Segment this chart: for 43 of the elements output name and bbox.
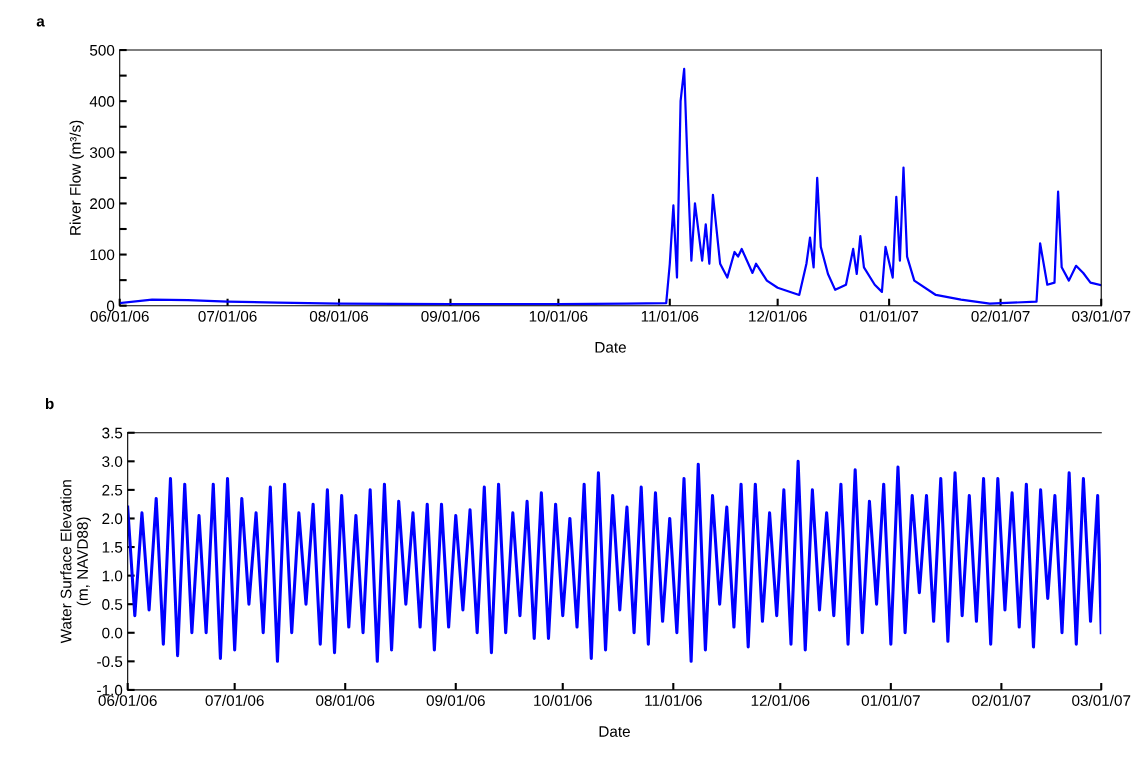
x-tick-label: 01/01/07 — [859, 310, 919, 322]
y-axis-title: River Flow (m³/s) — [69, 120, 84, 235]
y-tick-label: 3.5 — [102, 427, 123, 439]
x-tick-label: 07/01/06 — [198, 310, 257, 322]
y-tick-label: 1.5 — [102, 542, 123, 553]
x-tick-label: 09/01/06 — [426, 694, 485, 706]
y-tick-label: 3.0 — [102, 456, 123, 467]
y-tick-label: 2.0 — [102, 513, 123, 525]
x-tick-label: 09/01/06 — [421, 310, 480, 322]
y-tick-label: 400 — [89, 96, 115, 107]
x-tick-label: 02/01/07 — [972, 694, 1031, 706]
line-series — [127, 459, 1102, 663]
y-tick-label: 100 — [90, 249, 115, 261]
y-tick-label: 2.5 — [102, 484, 123, 496]
x-tick-label: 08/01/06 — [309, 310, 369, 322]
x-tick-label: 07/01/06 — [205, 694, 264, 706]
y-tick-label: 300 — [89, 147, 115, 158]
x-tick-label: 10/01/06 — [534, 694, 592, 706]
x-tick-label: 11/01/06 — [641, 310, 699, 322]
y-axis-title: Water Surface Elevation (m, NAVD88) — [60, 480, 91, 644]
y-tick-label: 0.5 — [102, 599, 123, 610]
x-tick-label: 10/01/06 — [529, 310, 588, 322]
y-tick-label: 500 — [89, 44, 115, 56]
x-tick-label: 03/01/07 — [1072, 310, 1131, 322]
x-tick-label: 02/01/07 — [971, 310, 1030, 322]
y-tick-label: 1.0 — [102, 570, 123, 582]
x-tick-label: 01/01/07 — [861, 694, 920, 706]
y-tick-label: 200 — [90, 198, 115, 210]
y-tick-label: -1.0 — [97, 684, 123, 696]
y-tick-label: 0.0 — [102, 627, 123, 639]
x-tick-label: 08/01/06 — [316, 694, 375, 706]
x-tick-label: 12/01/06 — [751, 694, 810, 706]
x-tick-label: 11/01/06 — [645, 694, 702, 706]
text: b — [45, 397, 54, 410]
x-axis-title: Date — [599, 726, 630, 737]
x-tick-label: 03/01/07 — [1072, 694, 1131, 706]
x-tick-label: 12/01/06 — [749, 310, 807, 322]
x-tick-label: 06/01/06 — [98, 694, 157, 706]
y-tick-label: -0.5 — [97, 656, 123, 668]
text: a — [36, 18, 45, 27]
x-tick-label: 06/01/06 — [90, 310, 149, 322]
x-axis-title: Date — [595, 342, 626, 353]
y-tick-label: 0 — [106, 300, 115, 312]
